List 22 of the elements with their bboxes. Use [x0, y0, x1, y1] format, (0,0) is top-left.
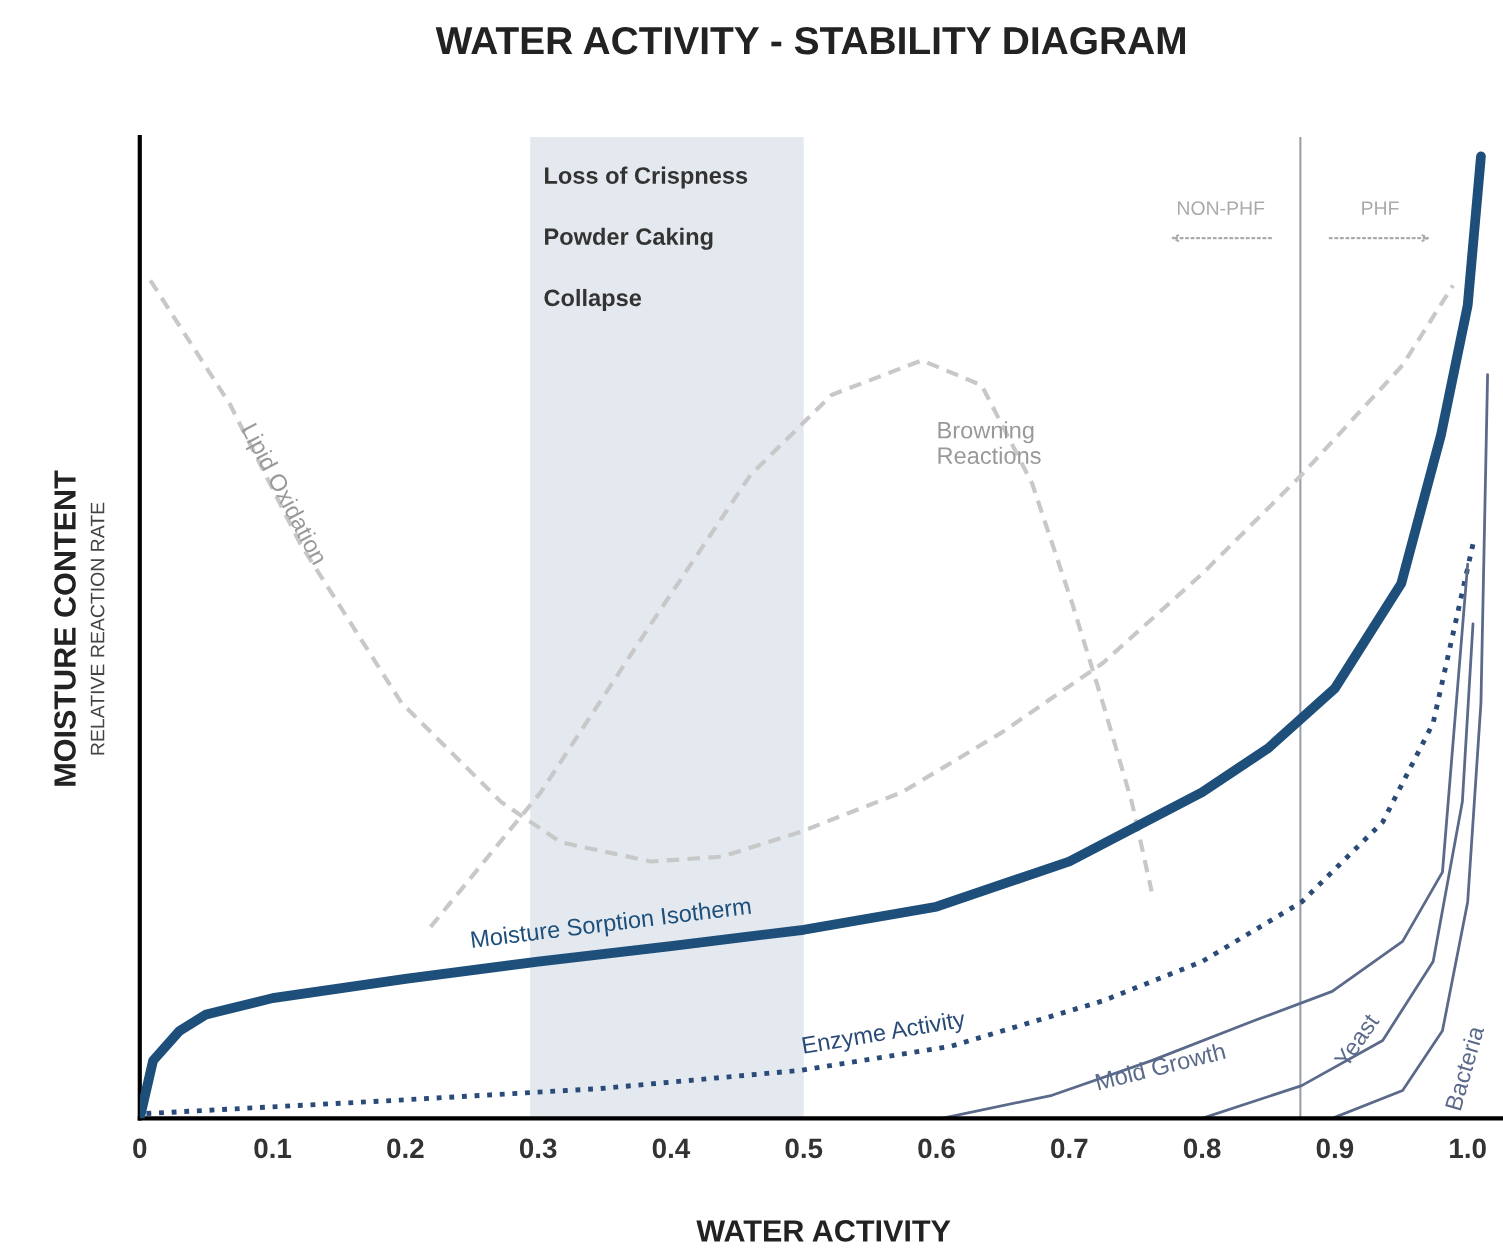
y-axis-title: MOISTURE CONTENT — [54, 470, 76, 786]
annotation: NON-PHF — [1177, 201, 1265, 216]
text: Enzyme Activity — [802, 1009, 967, 1059]
x-tick-label: 0 — [133, 1138, 147, 1159]
x-tick-label: 0.1 — [254, 1138, 292, 1159]
text: Bacteria — [1444, 1024, 1485, 1111]
x-tick-label: 0.9 — [1316, 1138, 1354, 1159]
x-tick-label: 0.8 — [1183, 1138, 1221, 1159]
x-axis-title: WATER ACTIVITY — [696, 1220, 951, 1242]
x-tick-label: 0.3 — [519, 1138, 557, 1159]
x-tick-label: 0.6 — [918, 1138, 955, 1159]
text: Moisture Sorption Isotherm — [470, 896, 752, 953]
x-tick-label: 0.7 — [1051, 1138, 1088, 1159]
x-tick-label: 0.5 — [785, 1138, 823, 1159]
text: Loss of Crispness Powder Caking Collapse — [544, 166, 748, 311]
series-label: Browning Reactions — [938, 421, 1041, 465]
annotation: PHF — [1362, 201, 1399, 215]
x-tick-label: 0.2 — [387, 1138, 424, 1159]
text: RELATIVE REACTION RATE — [90, 502, 105, 755]
chart-title: WATER ACTIVITY - STABILITY DIAGRAM — [435, 26, 1185, 55]
x-tick-label: 1.0 — [1450, 1138, 1486, 1159]
x-tick-label: 0.4 — [652, 1138, 691, 1159]
